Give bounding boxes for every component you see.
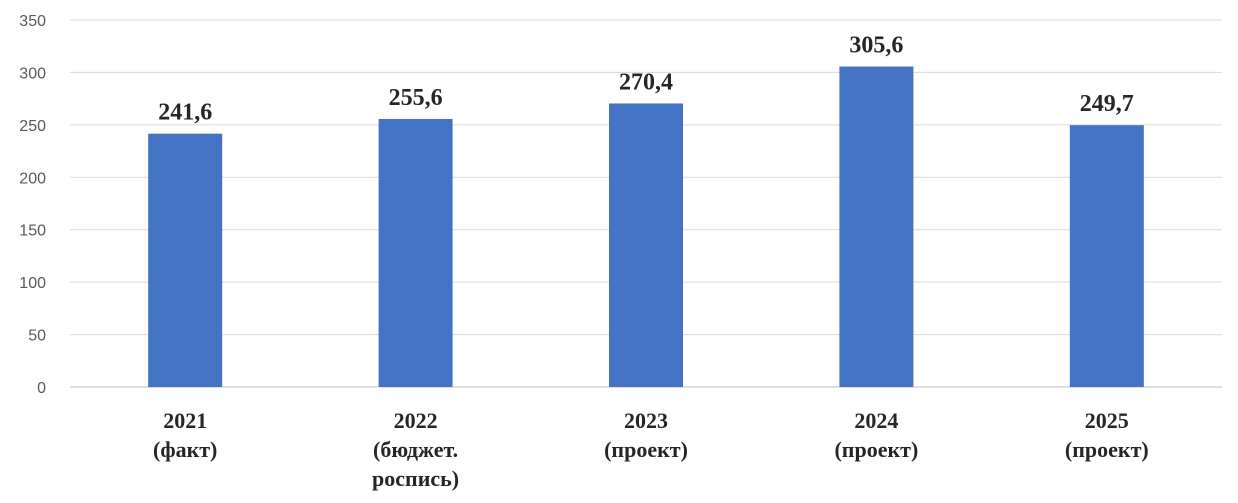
bars: [148, 66, 1144, 388]
y-tick-label-350: 350: [19, 13, 46, 30]
y-tick-label-0: 0: [37, 380, 46, 397]
y-tick-label-250: 250: [19, 118, 46, 135]
y-tick-label-200: 200: [19, 170, 46, 187]
data-labels: 241,6 255,6 270,4 305,6 249,7: [158, 33, 1134, 126]
data-label-2025: 249,7: [1080, 91, 1134, 117]
y-tick-label-100: 100: [19, 275, 46, 292]
x-category-label-2024: 2024 (проект): [834, 408, 918, 462]
data-label-2021: 241,6: [158, 100, 212, 126]
bar-2022: [378, 118, 453, 388]
y-tick-label-300: 300: [19, 65, 46, 82]
y-tick-label-150: 150: [19, 223, 46, 240]
y-axis-tick-labels: 0 50 100 150 200 250 300 350: [19, 13, 46, 397]
bar-2023: [609, 103, 683, 388]
bar-2025: [1069, 125, 1144, 387]
x-axis-category-labels: 2021 (факт) 2022 (бюджет. роспись) 2023 (проек…: [153, 408, 1149, 491]
x-category-label-2021: 2021 (факт): [153, 408, 217, 462]
bar-2021: [148, 133, 223, 387]
data-label-2023: 270,4: [619, 69, 673, 95]
data-label-2022: 255,6: [389, 85, 443, 111]
y-tick-label-50: 50: [28, 328, 46, 345]
data-label-2024: 305,6: [849, 33, 903, 59]
bar-2024: [839, 66, 914, 387]
x-category-label-2023: 2023 (проект): [604, 408, 688, 462]
x-category-label-2022: 2022 (бюджет. роспись): [372, 408, 459, 491]
x-category-label-2025: 2025 (проект): [1065, 408, 1149, 462]
